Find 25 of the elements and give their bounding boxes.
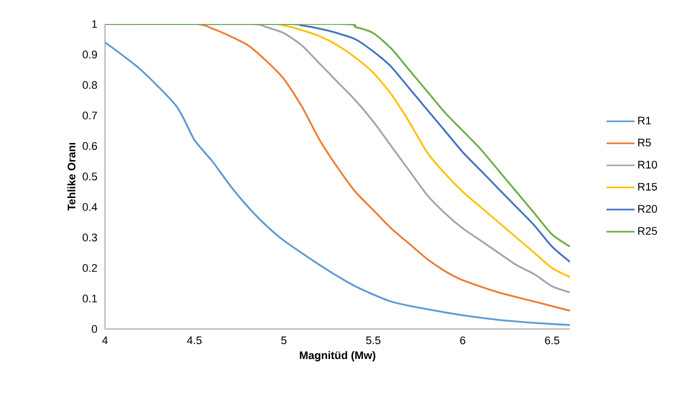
y-tick-label: 0.2 (82, 264, 97, 272)
y-tick-label: 0.7 (82, 112, 97, 120)
y-tick-label: 0.3 (82, 234, 97, 242)
y-tick-label: 0.5 (82, 172, 98, 180)
x-tick-label: 5 (281, 336, 286, 344)
x-axis-title: Magnitüd (Mw) (300, 351, 376, 362)
y-tick-label: 0.1 (82, 294, 97, 302)
x-tick-label: 6 (460, 336, 466, 344)
legend-label: R5 (638, 138, 651, 146)
x-tick-label: 4 (102, 336, 108, 344)
legend-label: R20 (638, 204, 657, 213)
y-tick-label: 0.4 (82, 203, 98, 211)
x-tick-label: 4.5 (187, 336, 202, 344)
y-tick-label: 0.9 (82, 50, 97, 58)
y-tick-label: 0 (92, 325, 98, 333)
y-tick-label: 0.8 (82, 81, 97, 89)
legend-label: R15 (638, 182, 657, 191)
legend-label: R10 (638, 160, 657, 169)
y-axis-title: Tehlike Oranı (67, 142, 76, 211)
x-tick-label: 6.5 (545, 336, 560, 344)
legend-label: R1 (638, 116, 651, 124)
y-tick-label: 1 (92, 20, 97, 28)
legend-label: R25 (638, 227, 657, 235)
y-tick-label: 0.6 (82, 142, 97, 150)
x-tick-label: 5.5 (366, 336, 380, 344)
